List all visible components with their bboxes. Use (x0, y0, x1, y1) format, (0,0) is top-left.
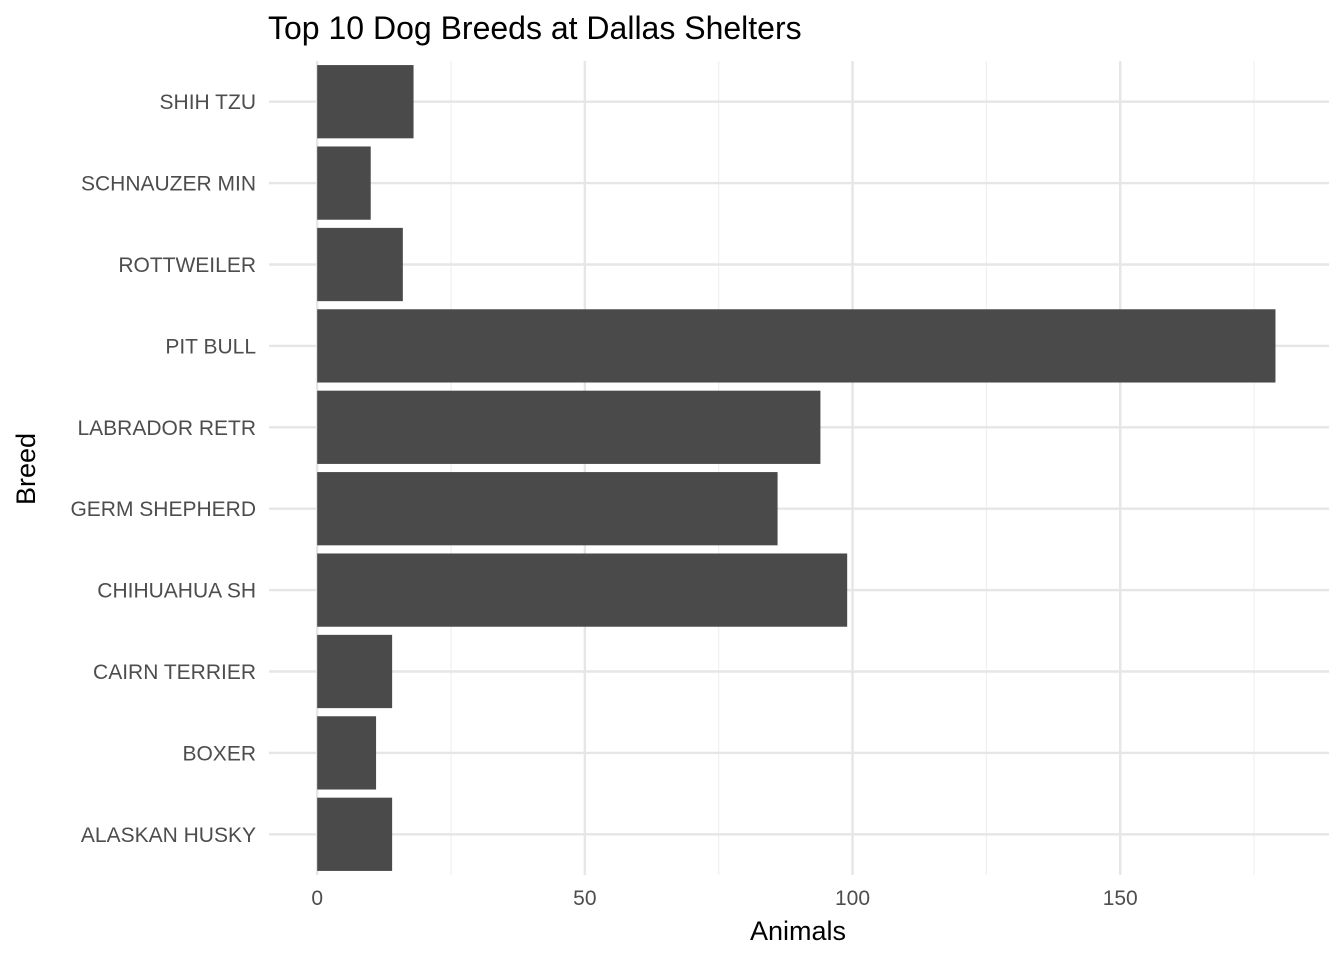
y-tick-label-shih-tzu: SHIH TZU (160, 91, 256, 114)
bar-pit-bull (317, 309, 1276, 383)
y-tick-label-boxer: BOXER (182, 742, 256, 765)
y-tick-label-labrador-retr: LABRADOR RETR (77, 417, 256, 440)
minor-gridlines (450, 61, 1255, 875)
bar-cairn-terrier (317, 634, 393, 709)
x-tick-label-100: 100 (835, 887, 870, 910)
y-axis-title: Breed (11, 433, 41, 505)
y-tick-label-pit-bull: PIT BULL (165, 335, 256, 358)
chart-title: Top 10 Dog Breeds at Dallas Shelters (268, 10, 802, 46)
x-tick-label-150: 150 (1103, 887, 1138, 910)
y-tick-label-rottweiler: ROTTWEILER (118, 254, 256, 277)
x-tick-label-0: 0 (311, 887, 323, 910)
x-axis-title: Animals (750, 916, 846, 946)
bar-germ-shepherd (317, 472, 778, 546)
y-tick-label-schnauzer-min: SCHNAUZER MIN (81, 173, 256, 196)
major-gridlines (269, 61, 1329, 875)
bar-alaskan-husky (317, 797, 393, 871)
y-tick-labels: ALASKAN HUSKY BOXER CAIRN TERRIER CHIHUAHUA… (70, 91, 256, 847)
x-tick-labels: 0 50 100 150 (311, 887, 1137, 910)
bar-schnauzer-min (317, 146, 371, 220)
y-tick-label-cairn-terrier: CAIRN TERRIER (93, 661, 256, 684)
bar-chihuahua-sh (317, 553, 848, 627)
bar-labrador-retr (317, 390, 821, 464)
y-tick-label-alaskan-husky: ALASKAN HUSKY (81, 824, 256, 847)
y-tick-label-chihuahua-sh: CHIHUAHUA SH (97, 580, 256, 603)
x-tick-label-50: 50 (573, 887, 596, 910)
bars (317, 65, 1276, 871)
bar-boxer (317, 716, 377, 790)
bar-rottweiler (317, 227, 403, 302)
bar-shih-tzu (317, 65, 414, 139)
y-tick-label-germ-shepherd: GERM SHEPHERD (70, 498, 256, 521)
